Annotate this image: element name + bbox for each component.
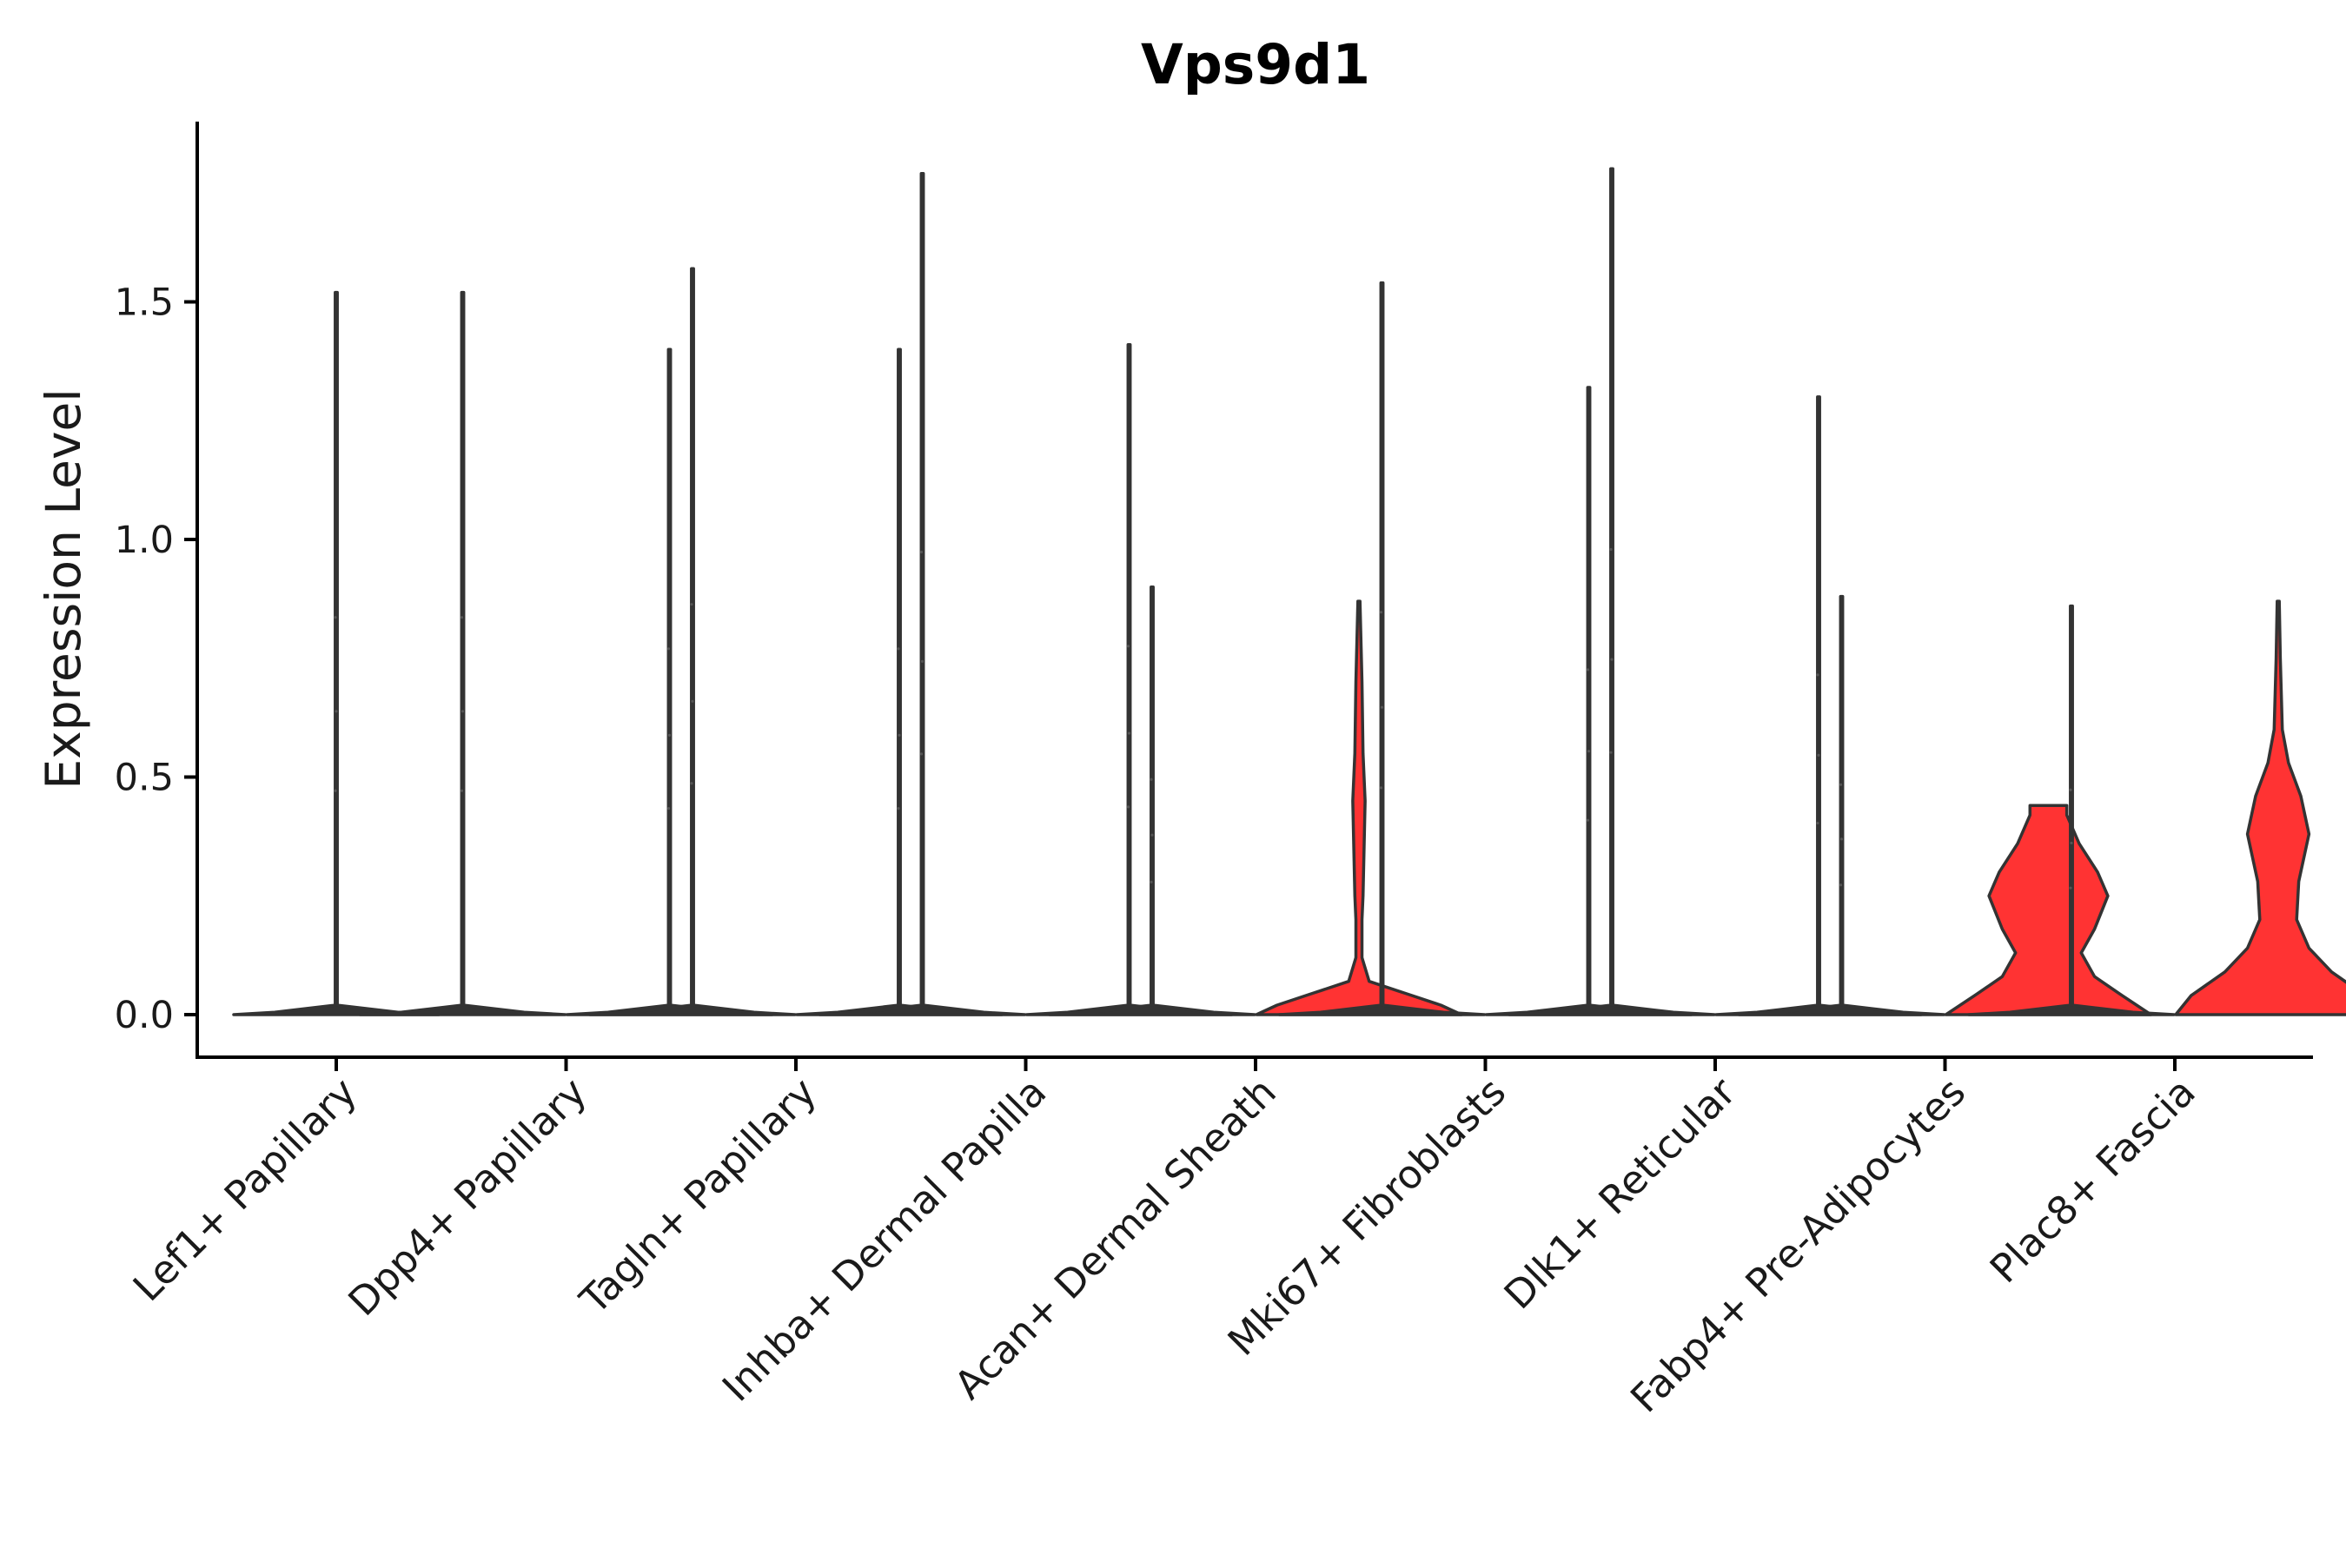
- violin-group: [818, 172, 1234, 1016]
- data-point: [335, 710, 338, 713]
- violin-group: [1277, 281, 1693, 1016]
- violin-group: [1967, 599, 2346, 1016]
- data-point: [1586, 668, 1590, 672]
- data-point: [461, 710, 465, 713]
- violin-shape: [1048, 585, 1256, 1016]
- data-point: [1839, 883, 1843, 887]
- y-axis-ticks: 0.0 0.5 1.0 1.5: [115, 281, 197, 1037]
- violin-group: [358, 290, 774, 1016]
- violin-shape: [795, 347, 1004, 1016]
- x-tick-label: Tagln+ Papillary: [571, 1068, 825, 1323]
- chart-title: Vps9d1: [1141, 33, 1370, 96]
- data-point: [898, 733, 901, 737]
- x-tick-label: Lef1+ Papillary: [124, 1068, 366, 1310]
- y-tick-label: 1.0: [115, 519, 174, 562]
- data-point: [2069, 788, 2072, 791]
- data-point: [919, 550, 924, 554]
- violin-group: [1508, 167, 1923, 1016]
- violin-shape: [1737, 594, 1946, 1016]
- data-point: [1379, 786, 1383, 790]
- data-point: [666, 807, 671, 810]
- data-point: [1586, 818, 1590, 822]
- data-point: [690, 603, 693, 606]
- violin-shape: [818, 172, 1027, 1016]
- x-tick-label: Dpp4+ Papillary: [339, 1068, 595, 1325]
- data-point: [1150, 833, 1154, 837]
- data-point: [460, 789, 464, 792]
- violin-shape: [1508, 167, 1716, 1016]
- violin-shape: [358, 290, 567, 1016]
- data-point: [667, 733, 672, 737]
- data-point: [1127, 731, 1131, 735]
- y-tick-label: 0.5: [115, 757, 174, 800]
- data-point: [920, 659, 924, 663]
- violin-shape: [232, 290, 441, 1016]
- x-tick-label: Dlk1+ Reticular: [1495, 1068, 1745, 1318]
- violin-shape: [1967, 604, 2176, 1016]
- violin-shape: [1277, 281, 1487, 1016]
- data-point: [1839, 837, 1844, 841]
- y-tick-label: 0.0: [115, 994, 174, 1037]
- data-point: [2069, 886, 2072, 890]
- data-point: [1150, 880, 1153, 883]
- y-tick-label: 1.5: [115, 281, 174, 325]
- violin-group: [1737, 594, 2153, 1016]
- data-point: [1126, 645, 1130, 648]
- data-point: [1816, 821, 1819, 825]
- data-point: [897, 647, 900, 651]
- violin-shape: [1024, 342, 1234, 1016]
- data-point: [1587, 750, 1591, 753]
- data-point: [691, 699, 694, 703]
- data-point: [897, 807, 900, 810]
- data-point: [1126, 805, 1130, 809]
- data-point: [1609, 547, 1613, 552]
- data-point: [1817, 753, 1820, 757]
- data-point: [1379, 611, 1383, 614]
- violin-shape: [2174, 599, 2346, 1016]
- x-tick-label: Plac8+ Fascia: [1981, 1068, 2204, 1292]
- violin-group: [232, 290, 441, 1016]
- plot-area: [232, 167, 2346, 1016]
- data-point: [1610, 658, 1614, 661]
- data-point: [919, 752, 924, 756]
- violin-shape: [1944, 804, 2153, 1016]
- data-point: [1380, 705, 1384, 709]
- data-point: [1150, 777, 1153, 781]
- data-point: [460, 616, 464, 619]
- violin-shape: [588, 267, 797, 1016]
- data-point: [2070, 841, 2073, 845]
- violin-shape: [1714, 395, 1923, 1016]
- data-point: [1609, 751, 1613, 754]
- data-point: [334, 789, 337, 792]
- data-point: [334, 616, 337, 619]
- violin-group: [1048, 585, 1463, 1016]
- data-point: [690, 782, 693, 785]
- violin-shape: [1484, 386, 1693, 1016]
- y-axis-title: Expression Level: [36, 388, 91, 789]
- data-point: [1816, 673, 1819, 677]
- data-point: [666, 647, 671, 651]
- violin-shape: [565, 347, 774, 1016]
- violin-group: [588, 267, 1004, 1016]
- data-point: [1839, 783, 1843, 786]
- violin-shape: [1255, 599, 1463, 1016]
